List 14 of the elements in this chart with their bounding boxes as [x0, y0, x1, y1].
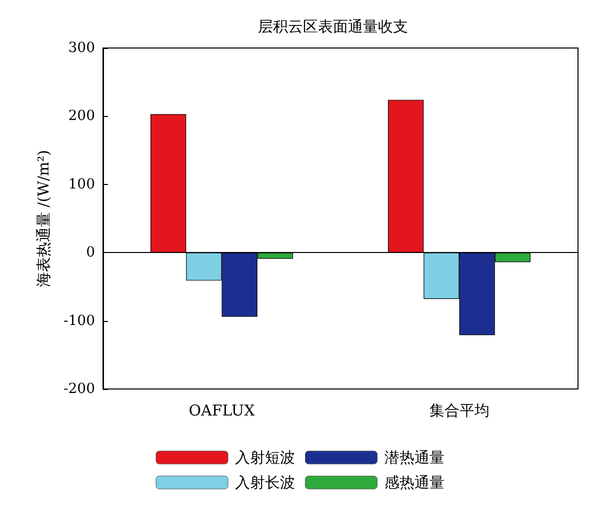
x-tick-label: 集合平均 — [429, 402, 490, 420]
y-tick-label: -100 — [64, 312, 95, 329]
y-tick-label: 100 — [68, 176, 95, 192]
y-tick-label: 0 — [86, 244, 95, 261]
legend-label: 入射短波 — [235, 448, 295, 466]
legend-label: 潜热通量 — [384, 448, 444, 466]
x-tick-label: OAFLUX — [188, 402, 256, 420]
y-axis-title: 海表热通量 /(W/m²) — [34, 150, 52, 288]
y-tick-label: 200 — [68, 108, 95, 124]
legend-label: 感热通量 — [384, 474, 444, 492]
y-tick-label: -200 — [64, 381, 95, 397]
chart-title: 层积云区表面通量收支 — [258, 18, 408, 36]
legend-label: 入射长波 — [235, 474, 295, 492]
y-tick-label: 300 — [68, 40, 95, 56]
